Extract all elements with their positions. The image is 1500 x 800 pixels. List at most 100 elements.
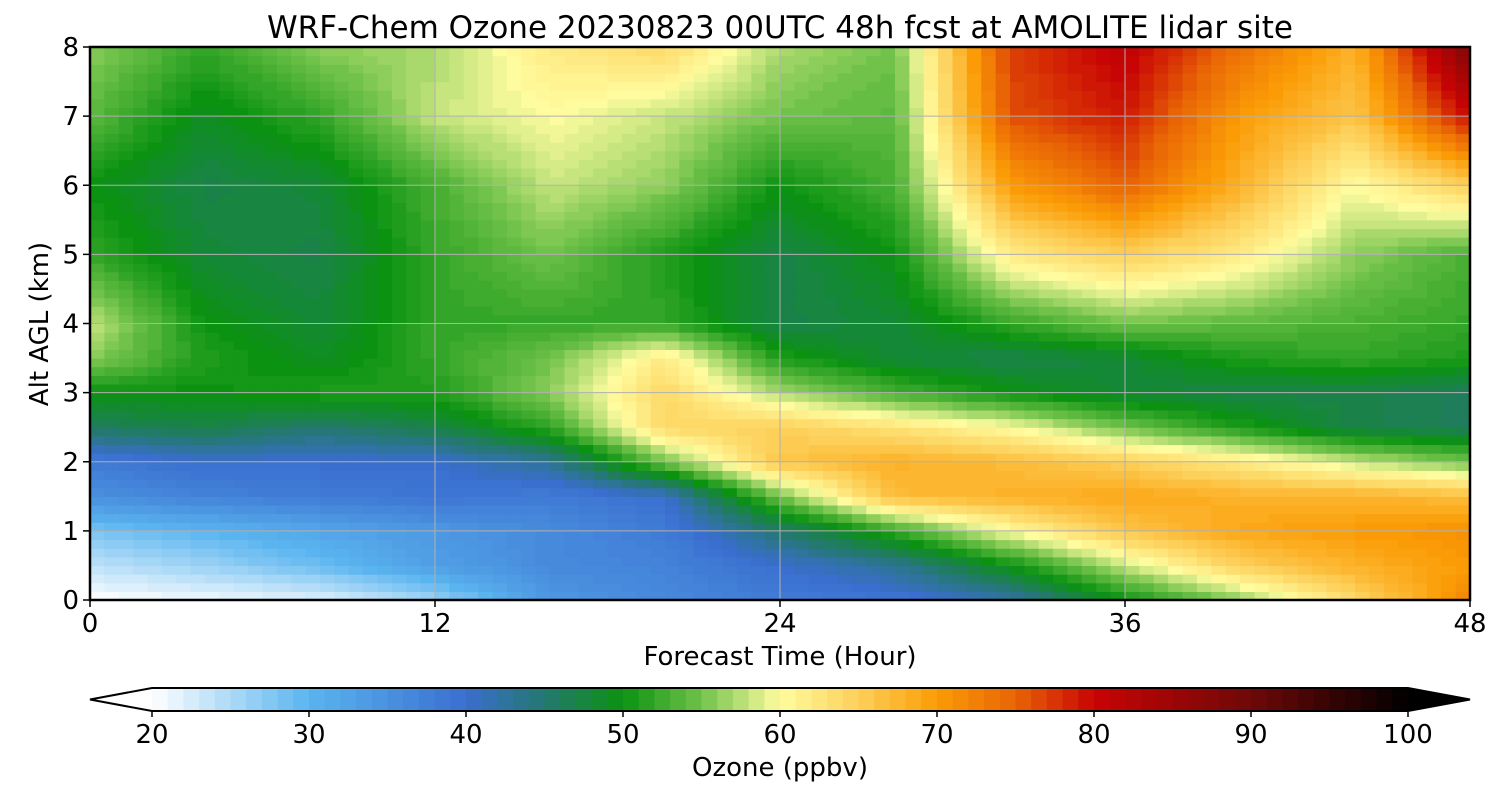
- heatmap-cell: [1383, 539, 1399, 549]
- heatmap-cell: [693, 358, 709, 368]
- heatmap-cell: [981, 479, 997, 489]
- heatmap-cell: [794, 556, 810, 567]
- heatmap-cell: [147, 383, 163, 394]
- heatmap-cell: [1110, 530, 1126, 541]
- heatmap-cell: [780, 176, 795, 186]
- heatmap-cell: [1125, 306, 1140, 316]
- heatmap-cell: [550, 375, 565, 385]
- heatmap-cell: [535, 366, 551, 376]
- heatmap-cell: [406, 358, 422, 368]
- heatmap-cell: [348, 245, 364, 255]
- heatmap-cell: [938, 314, 954, 325]
- heatmap-cell: [564, 504, 580, 515]
- heatmap-cell: [880, 332, 896, 342]
- heatmap-cell: [363, 392, 379, 402]
- heatmap-cell: [794, 548, 810, 558]
- heatmap-cell: [406, 453, 422, 463]
- heatmap-cell: [420, 263, 436, 273]
- heatmap-cell: [550, 323, 565, 333]
- heatmap-cell: [363, 496, 379, 506]
- heatmap-cell: [535, 288, 551, 299]
- heatmap-cell: [995, 211, 1011, 221]
- heatmap-cell: [248, 461, 264, 471]
- heatmap-cell: [1010, 453, 1025, 463]
- heatmap-cell: [262, 522, 278, 532]
- heatmap-cell: [133, 582, 149, 592]
- heatmap-cell: [794, 167, 810, 178]
- heatmap-cell: [1383, 159, 1399, 169]
- heatmap-cell: [621, 323, 637, 333]
- heatmap-cell: [1283, 496, 1299, 506]
- heatmap-cell: [248, 323, 264, 333]
- heatmap-cell: [1283, 591, 1299, 600]
- heatmap-cell: [708, 167, 724, 178]
- heatmap-cell: [248, 479, 264, 489]
- heatmap-cell: [320, 358, 335, 368]
- heatmap-cell: [334, 271, 350, 281]
- heatmap-cell: [895, 479, 910, 489]
- heatmap-cell: [506, 453, 522, 463]
- heatmap-cell: [535, 202, 551, 212]
- heatmap-cell: [665, 228, 680, 238]
- heatmap-cell: [1311, 522, 1327, 532]
- heatmap-cell: [823, 548, 839, 558]
- heatmap-cell: [291, 288, 307, 299]
- heatmap-cell: [521, 401, 537, 411]
- heatmap-cell: [650, 159, 666, 169]
- heatmap-cell: [176, 565, 192, 575]
- heatmap-cell: [1139, 314, 1155, 325]
- heatmap-cell: [1240, 392, 1255, 402]
- heatmap-cell: [665, 418, 680, 428]
- heatmap-cell: [693, 504, 709, 515]
- heatmap-cell: [866, 591, 882, 600]
- heatmap-cell: [1096, 237, 1112, 247]
- heatmap-cell: [693, 453, 709, 463]
- heatmap-cell: [1010, 366, 1025, 376]
- heatmap-cell: [1053, 349, 1069, 359]
- heatmap-cell: [995, 375, 1011, 385]
- heatmap-cell: [851, 159, 867, 169]
- heatmap-cell: [823, 332, 839, 342]
- heatmap-cell: [190, 444, 206, 454]
- heatmap-cell: [751, 496, 767, 506]
- heatmap-cell: [550, 176, 565, 186]
- heatmap-cell: [837, 366, 853, 376]
- heatmap-cell: [722, 453, 738, 463]
- heatmap-cell: [1038, 522, 1054, 532]
- heatmap-cell: [636, 306, 652, 316]
- heatmap-cell: [363, 582, 379, 592]
- heatmap-cell: [1268, 453, 1284, 463]
- heatmap-cell: [190, 401, 206, 411]
- heatmap-cell: [1153, 418, 1169, 428]
- heatmap-cell: [219, 228, 235, 238]
- heatmap-cell: [1383, 332, 1399, 342]
- heatmap-cell: [291, 401, 307, 411]
- heatmap-cell: [895, 530, 910, 541]
- heatmap-cell: [578, 211, 594, 221]
- heatmap-cell: [981, 159, 997, 169]
- heatmap-cell: [118, 513, 134, 523]
- heatmap-cell: [1096, 366, 1112, 376]
- heatmap-cell: [851, 470, 867, 480]
- heatmap-cell: [305, 418, 321, 428]
- heatmap-cell: [1168, 332, 1184, 342]
- heatmap-cell: [363, 591, 379, 600]
- heatmap-cell: [765, 219, 781, 230]
- heatmap-cell: [1196, 314, 1212, 325]
- heatmap-cell: [305, 582, 321, 592]
- heatmap-cell: [1225, 392, 1241, 402]
- heatmap-cell: [406, 288, 422, 299]
- heatmap-cell: [794, 245, 810, 255]
- heatmap-cell: [1254, 513, 1270, 523]
- heatmap-cell: [708, 263, 724, 273]
- heatmap-cell: [708, 435, 724, 446]
- heatmap-cell: [1254, 332, 1270, 342]
- heatmap-cell: [320, 427, 335, 437]
- heatmap-cell: [1153, 193, 1169, 204]
- heatmap-cell: [693, 539, 709, 549]
- heatmap-cell: [1268, 211, 1284, 221]
- heatmap-cell: [1024, 211, 1040, 221]
- heatmap-cell: [1297, 383, 1313, 394]
- heatmap-cell: [1168, 219, 1184, 230]
- heatmap-cell: [1254, 539, 1270, 549]
